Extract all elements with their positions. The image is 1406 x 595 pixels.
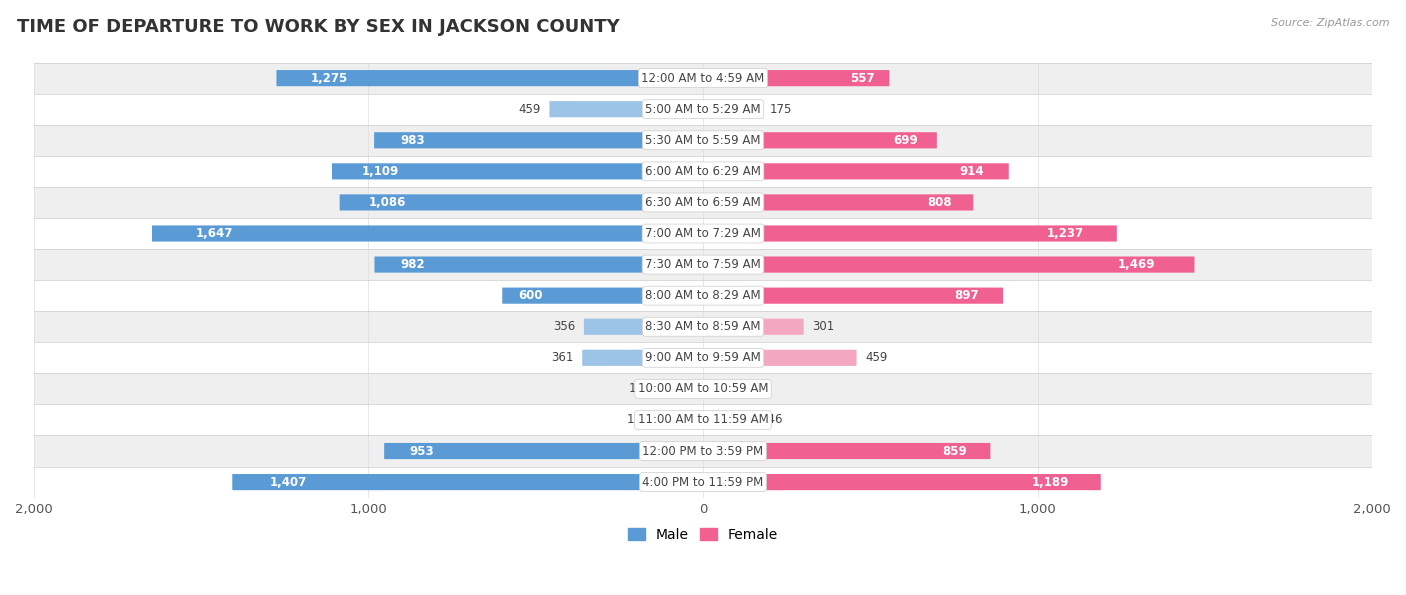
Bar [34,405,1372,436]
Bar [34,187,1372,218]
Text: 138: 138 [626,414,648,427]
Bar [34,373,1372,405]
Text: 12:00 PM to 3:59 PM: 12:00 PM to 3:59 PM [643,444,763,458]
FancyBboxPatch shape [703,443,990,459]
Bar [34,249,1372,280]
Text: 10:00 AM to 10:59 AM: 10:00 AM to 10:59 AM [638,383,768,395]
Text: 699: 699 [893,134,918,147]
Bar [34,93,1372,125]
Text: 361: 361 [551,351,574,364]
Text: 953: 953 [409,444,434,458]
FancyBboxPatch shape [332,163,703,180]
FancyBboxPatch shape [374,132,703,148]
Text: 8:00 AM to 8:29 AM: 8:00 AM to 8:29 AM [645,289,761,302]
FancyBboxPatch shape [583,319,703,335]
FancyBboxPatch shape [152,226,703,242]
Text: 301: 301 [813,320,834,333]
FancyBboxPatch shape [703,412,752,428]
Text: 175: 175 [770,103,793,115]
Text: 9:00 AM to 9:59 AM: 9:00 AM to 9:59 AM [645,351,761,364]
Text: 4:00 PM to 11:59 PM: 4:00 PM to 11:59 PM [643,475,763,488]
Text: 1,109: 1,109 [361,165,399,178]
Text: 356: 356 [554,320,575,333]
Text: 600: 600 [519,289,543,302]
Text: 1,647: 1,647 [195,227,233,240]
Bar [34,125,1372,156]
Text: Source: ZipAtlas.com: Source: ZipAtlas.com [1271,18,1389,28]
FancyBboxPatch shape [703,287,1002,303]
Text: 5:30 AM to 5:59 AM: 5:30 AM to 5:59 AM [645,134,761,147]
Text: 1,469: 1,469 [1118,258,1156,271]
Text: 459: 459 [519,103,541,115]
FancyBboxPatch shape [703,163,1008,180]
Text: 897: 897 [955,289,979,302]
Text: 982: 982 [401,258,426,271]
Bar [34,62,1372,93]
FancyBboxPatch shape [703,195,973,211]
FancyBboxPatch shape [703,319,804,335]
Text: 129: 129 [628,383,651,395]
Text: 808: 808 [927,196,952,209]
Text: 7:00 AM to 7:29 AM: 7:00 AM to 7:29 AM [645,227,761,240]
FancyBboxPatch shape [703,474,1101,490]
Text: 1,189: 1,189 [1032,475,1069,488]
Text: 8:30 AM to 8:59 AM: 8:30 AM to 8:59 AM [645,320,761,333]
FancyBboxPatch shape [550,101,703,117]
Bar [34,280,1372,311]
Text: 859: 859 [942,444,967,458]
Bar [34,218,1372,249]
FancyBboxPatch shape [703,101,762,117]
Text: 914: 914 [960,165,984,178]
FancyBboxPatch shape [659,381,703,397]
Text: 983: 983 [401,134,425,147]
FancyBboxPatch shape [582,350,703,366]
FancyBboxPatch shape [384,443,703,459]
Text: 70: 70 [735,383,749,395]
Text: 1,275: 1,275 [311,71,347,84]
Legend: Male, Female: Male, Female [623,522,783,547]
FancyBboxPatch shape [703,350,856,366]
Bar [34,156,1372,187]
Text: 146: 146 [761,414,783,427]
Text: 557: 557 [849,71,875,84]
Text: 6:30 AM to 6:59 AM: 6:30 AM to 6:59 AM [645,196,761,209]
Text: 1,407: 1,407 [270,475,307,488]
FancyBboxPatch shape [703,226,1116,242]
Text: 7:30 AM to 7:59 AM: 7:30 AM to 7:59 AM [645,258,761,271]
Text: 5:00 AM to 5:29 AM: 5:00 AM to 5:29 AM [645,103,761,115]
Text: 11:00 AM to 11:59 AM: 11:00 AM to 11:59 AM [638,414,768,427]
FancyBboxPatch shape [703,256,1195,273]
Bar [34,342,1372,373]
Bar [34,466,1372,497]
FancyBboxPatch shape [657,412,703,428]
FancyBboxPatch shape [703,70,890,86]
FancyBboxPatch shape [374,256,703,273]
FancyBboxPatch shape [703,381,727,397]
Text: TIME OF DEPARTURE TO WORK BY SEX IN JACKSON COUNTY: TIME OF DEPARTURE TO WORK BY SEX IN JACK… [17,18,620,36]
FancyBboxPatch shape [340,195,703,211]
Text: 6:00 AM to 6:29 AM: 6:00 AM to 6:29 AM [645,165,761,178]
FancyBboxPatch shape [703,132,936,148]
FancyBboxPatch shape [232,474,703,490]
FancyBboxPatch shape [277,70,703,86]
Bar [34,311,1372,342]
Bar [34,436,1372,466]
FancyBboxPatch shape [502,287,703,303]
Text: 1,086: 1,086 [368,196,406,209]
Text: 459: 459 [865,351,887,364]
Text: 12:00 AM to 4:59 AM: 12:00 AM to 4:59 AM [641,71,765,84]
Text: 1,237: 1,237 [1046,227,1084,240]
